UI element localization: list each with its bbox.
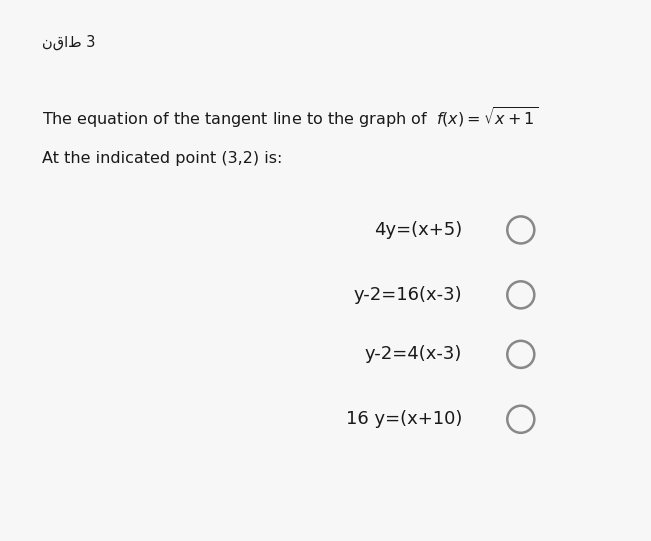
Ellipse shape — [507, 281, 534, 308]
Ellipse shape — [507, 216, 534, 243]
Text: y-2=4(x-3): y-2=4(x-3) — [365, 345, 462, 364]
Text: 16 y=(x+10): 16 y=(x+10) — [346, 410, 462, 428]
Ellipse shape — [507, 406, 534, 433]
Ellipse shape — [507, 341, 534, 368]
Text: نقاط 3: نقاط 3 — [42, 35, 96, 50]
Text: 4y=(x+5): 4y=(x+5) — [374, 221, 462, 239]
Text: y-2=16(x-3): y-2=16(x-3) — [353, 286, 462, 304]
Text: At the indicated point (3,2) is:: At the indicated point (3,2) is: — [42, 151, 283, 167]
Text: The equation of the tangent line to the graph of  $f(x) = \sqrt{x+1}$: The equation of the tangent line to the … — [42, 105, 538, 130]
